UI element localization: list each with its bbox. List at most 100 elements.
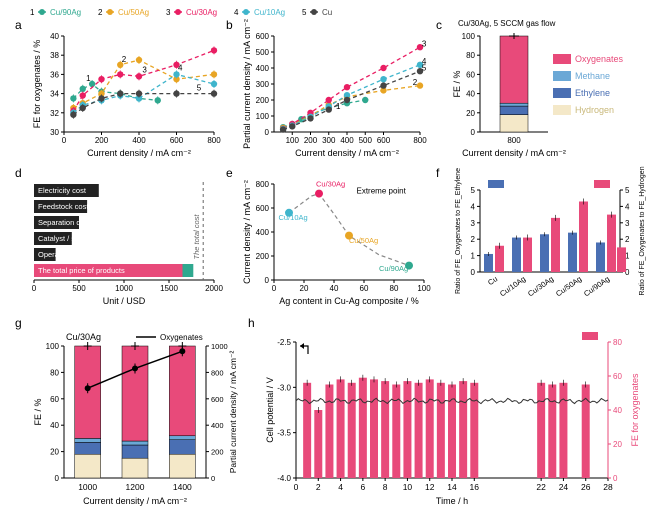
svg-text:1000: 1000 xyxy=(78,482,97,492)
svg-text:40: 40 xyxy=(50,421,59,430)
svg-text:500: 500 xyxy=(256,48,270,57)
panel-d: 0500100015002000Unit / USDElectricity co… xyxy=(30,178,220,311)
svg-text:Separation device cost: Separation device cost xyxy=(38,218,115,227)
svg-text:2: 2 xyxy=(122,55,127,64)
svg-text:400: 400 xyxy=(340,136,354,145)
svg-text:100: 100 xyxy=(462,32,476,41)
svg-text:2000: 2000 xyxy=(205,284,223,293)
svg-text:1400: 1400 xyxy=(173,482,192,492)
svg-text:Operation cost: Operation cost xyxy=(38,250,88,259)
panel-e: 0204060801000200400600800Ag content in C… xyxy=(240,178,430,311)
svg-text:60: 60 xyxy=(613,372,622,381)
figure: 1Cu/90Ag2Cu/50Ag3Cu/30Ag4Cu/10Ag5Cu a b … xyxy=(0,0,658,522)
svg-text:Unit / USD: Unit / USD xyxy=(103,296,146,306)
svg-text:Oxygenates: Oxygenates xyxy=(575,54,624,64)
panel-a: 0200400600800303234363840Current density… xyxy=(30,30,220,163)
svg-text:Current density / mA cm⁻²: Current density / mA cm⁻² xyxy=(87,148,191,158)
svg-text:800: 800 xyxy=(413,136,427,145)
svg-text:3: 3 xyxy=(166,8,171,17)
svg-text:5: 5 xyxy=(471,186,476,195)
svg-text:2: 2 xyxy=(625,235,630,244)
svg-text:400: 400 xyxy=(211,421,224,430)
panel-c-title: Cu/30Ag, 5 SCCM gas flow xyxy=(458,19,555,28)
svg-text:800: 800 xyxy=(207,136,221,145)
svg-text:Cu/90Ag: Cu/90Ag xyxy=(50,8,81,17)
svg-text:FE for oxygenates: FE for oxygenates xyxy=(630,373,640,447)
svg-text:1: 1 xyxy=(86,74,91,83)
svg-text:8: 8 xyxy=(383,482,388,492)
svg-text:20: 20 xyxy=(300,284,309,293)
svg-text:1: 1 xyxy=(336,102,341,111)
svg-text:60: 60 xyxy=(360,284,369,293)
svg-text:The total cost: The total cost xyxy=(192,214,201,260)
svg-text:0: 0 xyxy=(62,136,67,145)
svg-text:14: 14 xyxy=(447,482,457,492)
svg-text:24: 24 xyxy=(559,482,569,492)
svg-text:34: 34 xyxy=(50,90,59,99)
panel-g: 0204060801000200400600800100010001200140… xyxy=(30,328,240,513)
svg-text:500: 500 xyxy=(359,136,373,145)
svg-text:80: 80 xyxy=(613,338,622,347)
svg-text:Ethylene: Ethylene xyxy=(575,88,610,98)
svg-text:-2.5: -2.5 xyxy=(277,338,291,347)
svg-text:Cell potential / V: Cell potential / V xyxy=(265,377,275,443)
svg-text:Cu/30Ag: Cu/30Ag xyxy=(316,179,345,188)
svg-text:800: 800 xyxy=(256,180,270,189)
svg-text:200: 200 xyxy=(211,448,224,457)
svg-text:Cu/30Ag: Cu/30Ag xyxy=(66,332,101,342)
svg-text:40: 40 xyxy=(50,32,59,41)
svg-text:0: 0 xyxy=(471,268,476,277)
svg-text:32: 32 xyxy=(50,109,59,118)
svg-text:100: 100 xyxy=(256,112,270,121)
svg-text:Current density / mA cm⁻²: Current density / mA cm⁻² xyxy=(462,148,566,158)
svg-text:-3.0: -3.0 xyxy=(277,383,291,392)
svg-text:200: 200 xyxy=(95,136,109,145)
svg-text:Feedstock cost: Feedstock cost xyxy=(38,202,89,211)
svg-text:FE / %: FE / % xyxy=(33,398,43,425)
svg-text:0: 0 xyxy=(211,474,215,483)
svg-text:Cu/10Ag: Cu/10Ag xyxy=(279,213,308,222)
svg-text:0: 0 xyxy=(294,482,299,492)
svg-text:Current density / mA cm⁻²: Current density / mA cm⁻² xyxy=(83,496,187,506)
svg-text:Catalyst / separation device c: Catalyst / separation device cost xyxy=(38,234,147,243)
panel-label-f: f xyxy=(436,166,439,180)
svg-text:600: 600 xyxy=(377,136,391,145)
svg-text:FE / %: FE / % xyxy=(452,70,462,97)
svg-text:26: 26 xyxy=(581,482,591,492)
panel-f: 001122334455CuCu/10AgCu/30AgCu/50AgCu/90… xyxy=(450,178,648,311)
svg-text:3: 3 xyxy=(625,219,630,228)
svg-text:0: 0 xyxy=(272,284,277,293)
panel-h: 024681012141622242628-4.0-3.5-3.0-2.5020… xyxy=(262,328,642,513)
panel-label-c: c xyxy=(436,18,442,32)
svg-text:20: 20 xyxy=(50,448,59,457)
svg-text:100: 100 xyxy=(417,284,431,293)
svg-text:Cu/10Ag: Cu/10Ag xyxy=(498,274,527,298)
svg-text:600: 600 xyxy=(256,32,270,41)
svg-text:200: 200 xyxy=(304,136,318,145)
svg-text:Ratio of FE_Oxygenates to FE_H: Ratio of FE_Oxygenates to FE_Hydrogen xyxy=(639,166,646,295)
svg-text:Ag content in Cu-Ag composite: Ag content in Cu-Ag composite / % xyxy=(279,296,419,306)
svg-text:38: 38 xyxy=(50,51,59,60)
svg-text:40: 40 xyxy=(613,406,622,415)
svg-text:400: 400 xyxy=(256,64,270,73)
svg-text:3: 3 xyxy=(422,39,427,48)
svg-text:Extreme point: Extreme point xyxy=(357,187,407,196)
svg-text:Partial current density / mA c: Partial current density / mA cm⁻² xyxy=(228,351,238,474)
svg-text:2: 2 xyxy=(413,78,418,87)
svg-text:0: 0 xyxy=(55,474,60,483)
svg-text:28: 28 xyxy=(603,482,613,492)
svg-text:-3.5: -3.5 xyxy=(277,429,291,438)
svg-text:500: 500 xyxy=(72,284,86,293)
svg-text:0: 0 xyxy=(32,284,37,293)
svg-text:Electricity cost: Electricity cost xyxy=(38,186,87,195)
svg-text:20: 20 xyxy=(466,109,475,118)
svg-text:3: 3 xyxy=(142,65,147,74)
svg-text:16: 16 xyxy=(470,482,480,492)
panel-label-d: d xyxy=(15,166,22,180)
svg-text:4: 4 xyxy=(178,64,183,73)
svg-text:5: 5 xyxy=(302,8,307,17)
svg-text:1500: 1500 xyxy=(160,284,178,293)
svg-text:100: 100 xyxy=(46,342,60,351)
svg-text:4: 4 xyxy=(471,202,476,211)
svg-text:4: 4 xyxy=(234,8,239,17)
